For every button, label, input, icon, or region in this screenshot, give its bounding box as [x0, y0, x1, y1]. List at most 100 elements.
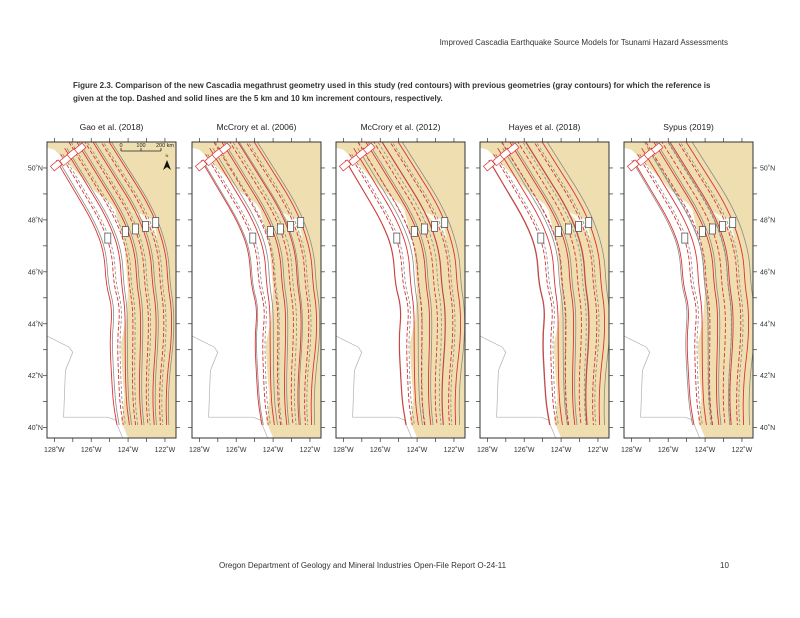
- previous-contour: [202, 159, 264, 426]
- depth-label-box: [362, 142, 376, 155]
- lat-tick-label: 50˚N: [28, 164, 43, 172]
- depth-label-box: [73, 142, 87, 155]
- lon-tick-label: 126˚W: [226, 446, 247, 454]
- previous-contour: [357, 147, 423, 426]
- previous-contour: [78, 142, 145, 426]
- previous-contour: [511, 142, 578, 426]
- map-panel: Gao et al. (2018) 128˚W 126˚W 124˚W 122˚W 0 10…: [43, 122, 180, 454]
- lat-tick-label: 42˚N: [28, 372, 43, 380]
- new-contour: [497, 147, 563, 426]
- new-contour: [653, 142, 720, 426]
- new-contour: [517, 142, 582, 426]
- previous-contour: [214, 142, 283, 426]
- previous-contour: [535, 142, 600, 426]
- depth-label-box: [441, 217, 449, 228]
- depth-label-box: [575, 221, 582, 232]
- panel-title: McCrory et al. (2006): [217, 122, 297, 132]
- depth-label-box: [410, 226, 418, 237]
- inland-water: [129, 209, 158, 239]
- depth-label-box: [121, 226, 129, 237]
- new-contour: [221, 142, 288, 426]
- depth-label-box: [132, 223, 139, 235]
- depth-label-box: [537, 232, 545, 244]
- figure-2-3: Gao et al. (2018) 128˚W 126˚W 124˚W 122˚W 0 10…: [28, 122, 775, 454]
- map-frame: [191, 141, 322, 439]
- previous-contour: [522, 142, 587, 426]
- new-contour: [488, 159, 551, 426]
- footer-report: Oregon Department of Geology and Mineral…: [219, 561, 507, 570]
- lat-tick-label: 42˚N: [760, 372, 775, 380]
- new-contour: [60, 153, 124, 426]
- depth-label-box: [681, 232, 689, 244]
- panel-title: Gao et al. (2018): [80, 122, 144, 132]
- panel-title: McCrory et al. (2012): [361, 122, 441, 132]
- depth-label-box: [393, 232, 401, 244]
- depth-label-box: [698, 226, 706, 237]
- plate-boundary: [192, 335, 268, 438]
- depth-label-box: [49, 159, 63, 172]
- figure-caption: Figure 2.3. Comparison of the new Cascad…: [73, 81, 711, 103]
- scale-label: 200 km: [156, 143, 174, 149]
- new-contour: [76, 142, 143, 426]
- previous-contour: [110, 142, 175, 426]
- map-panel: McCrory et al. (2012) 128˚W 126˚W 124˚W 122˚…: [332, 122, 469, 454]
- lon-tick-label: 128˚W: [333, 446, 354, 454]
- new-contour: [55, 159, 118, 426]
- depth-label-box: [431, 221, 438, 232]
- lon-tick-label: 124˚W: [695, 446, 716, 454]
- previous-contour: [58, 159, 120, 426]
- new-contour: [509, 142, 576, 426]
- new-contour: [397, 142, 462, 426]
- new-contour: [645, 142, 714, 426]
- depth-label-box: [194, 159, 208, 172]
- previous-contour: [391, 142, 456, 426]
- map-frame: [623, 141, 754, 439]
- previous-contour: [691, 142, 753, 426]
- new-contour: [669, 142, 734, 426]
- lon-tick-label: 128˚W: [621, 446, 642, 454]
- new-contour: [92, 142, 157, 426]
- new-contour: [493, 153, 557, 426]
- depth-label-box: [719, 221, 726, 232]
- inland-water: [562, 209, 591, 239]
- depth-label-box: [506, 142, 520, 155]
- depth-label-box: [218, 142, 232, 155]
- lat-tick-label: 48˚N: [28, 216, 43, 224]
- depth-label-box: [554, 226, 562, 237]
- new-contour: [641, 147, 707, 426]
- depth-label-box: [297, 217, 305, 228]
- previous-contour: [631, 159, 693, 426]
- lon-tick-label: 126˚W: [658, 446, 679, 454]
- depth-label-box: [104, 232, 112, 244]
- page-number: 10: [720, 561, 729, 570]
- map-frame: [335, 141, 466, 439]
- lat-tick-label: 40˚N: [760, 424, 775, 432]
- new-contour: [64, 147, 130, 426]
- new-contour: [501, 142, 570, 426]
- previous-contour: [62, 153, 126, 426]
- previous-contour: [86, 142, 152, 426]
- previous-contour: [232, 142, 297, 426]
- map-panel: McCrory et al. (2006) 128˚W 126˚W 124˚W 122˚…: [188, 122, 325, 454]
- new-contour: [237, 142, 302, 426]
- panel-title: Hayes et al. (2018): [509, 122, 581, 132]
- inland-water: [274, 209, 303, 239]
- north-arrow-icon: [163, 160, 171, 170]
- previous-contour: [502, 147, 568, 426]
- previous-contour: [351, 153, 415, 426]
- lon-tick-label: 122˚W: [588, 446, 609, 454]
- map-panel: Hayes et al. (2018) 128˚W 126˚W 124˚W 122˚W: [476, 122, 613, 454]
- new-contour: [685, 142, 750, 426]
- new-contour: [389, 142, 454, 426]
- running-header: Improved Cascadia Earthquake Source Mode…: [439, 38, 728, 47]
- new-contour: [533, 142, 598, 426]
- new-contour: [381, 142, 446, 426]
- previous-contour: [644, 142, 712, 426]
- depth-label-box: [277, 223, 284, 235]
- new-contour: [525, 142, 590, 426]
- plate-boundary: [480, 335, 556, 438]
- lat-tick-label: 46˚N: [760, 268, 775, 276]
- depth-label-box: [729, 217, 737, 228]
- previous-contour: [223, 142, 290, 426]
- previous-contour: [94, 142, 159, 426]
